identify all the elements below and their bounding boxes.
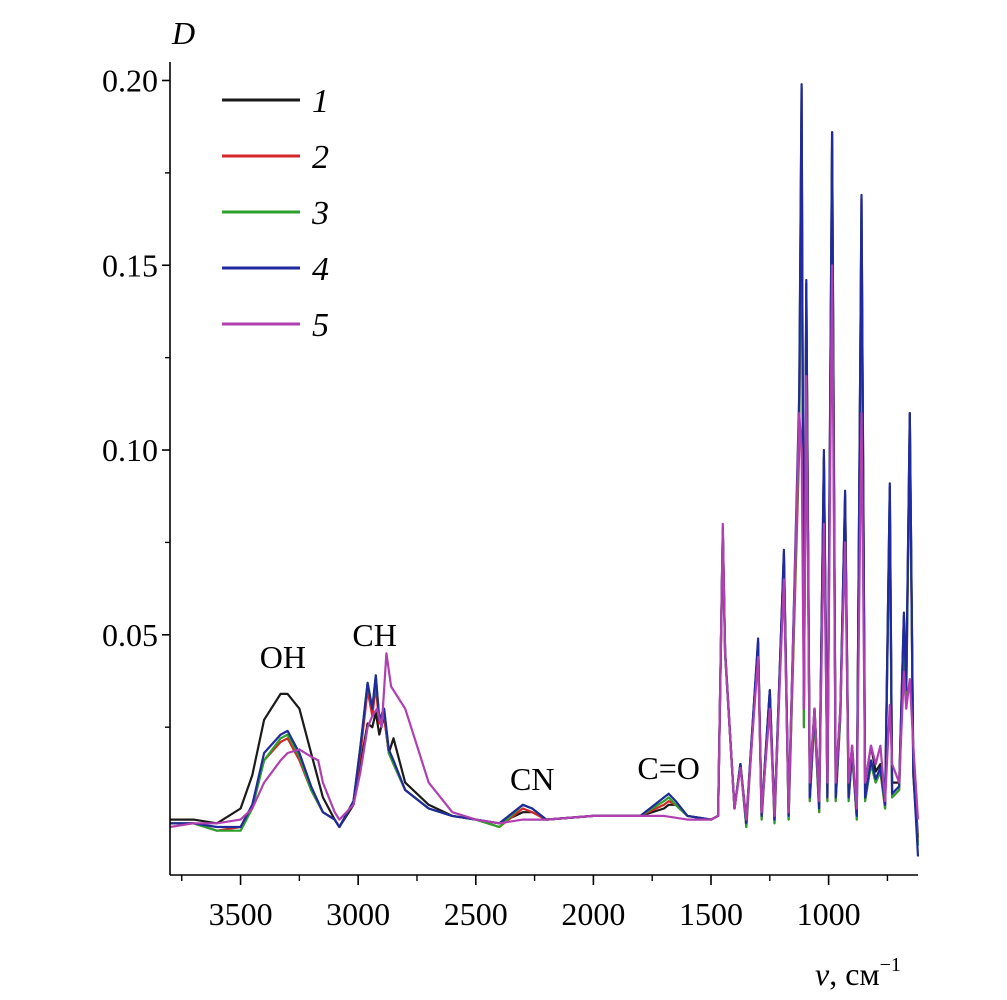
- y-axis-ticks: 0.05 0.10 0.15 0.20: [102, 62, 170, 728]
- x-axis-title: ν, см−1: [815, 954, 901, 992]
- x-tick-label: 1000: [797, 896, 861, 932]
- peak-label: CH: [352, 617, 396, 653]
- x-axis-title-exponent: −1: [880, 954, 901, 976]
- legend-label: 3: [311, 195, 329, 232]
- peak-label: OH: [260, 639, 306, 675]
- x-tick-label: 3000: [326, 896, 390, 932]
- x-axis-ticks: 3500 3000 2500 2000 1500 1000: [181, 875, 889, 932]
- x-axis-title-symbol: ν: [815, 956, 830, 992]
- y-tick-label: 0.20: [102, 62, 158, 98]
- legend-label: 1: [312, 83, 329, 120]
- x-axis-title-unit: см: [845, 956, 879, 992]
- legend-label: 2: [312, 139, 329, 176]
- x-tick-label: 1500: [679, 896, 743, 932]
- x-tick-label: 3500: [209, 896, 273, 932]
- peak-annotations: OH CH CN C=O: [260, 617, 700, 797]
- y-axis-title: D: [171, 15, 195, 51]
- x-tick-label: 2500: [444, 896, 508, 932]
- x-tick-label: 2000: [561, 896, 625, 932]
- y-tick-label: 0.05: [102, 617, 158, 653]
- series-lines: [169, 83, 920, 857]
- legend-label: 4: [312, 251, 329, 288]
- peak-label: C=O: [637, 750, 700, 786]
- series-line-5: [169, 264, 920, 829]
- peak-label: CN: [510, 761, 554, 797]
- y-tick-label: 0.10: [102, 432, 158, 468]
- legend: 1 2 3 4 5: [222, 83, 329, 344]
- y-tick-label: 0.15: [102, 247, 158, 283]
- legend-label: 5: [312, 307, 329, 344]
